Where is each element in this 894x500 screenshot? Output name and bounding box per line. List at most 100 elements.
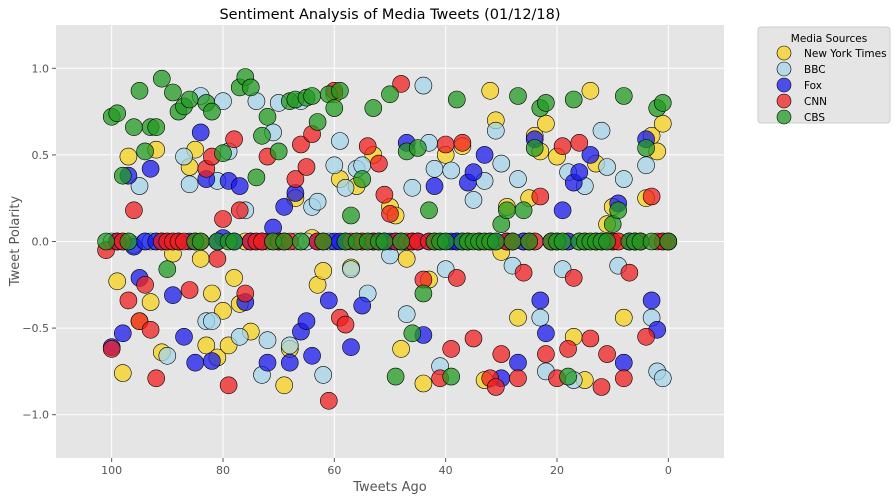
- point-fox: [280, 353, 299, 372]
- point-new-york-times: [191, 249, 210, 268]
- point-cbs: [130, 82, 149, 100]
- point-cbs: [659, 232, 678, 251]
- point-cnn: [214, 210, 232, 228]
- point-cbs: [314, 232, 333, 251]
- point-cnn: [559, 340, 577, 358]
- point-cbs: [247, 168, 266, 187]
- point-bbc: [314, 366, 333, 384]
- point-cnn: [297, 158, 316, 176]
- y-axis-label: Tweet Polarity: [8, 196, 23, 288]
- point-fox: [342, 338, 360, 357]
- x-tick-label: 80: [216, 464, 230, 477]
- point-fox: [141, 160, 160, 178]
- point-cbs: [375, 232, 394, 251]
- point-fox: [570, 163, 589, 181]
- x-tick-label: 40: [439, 464, 453, 477]
- point-cbs: [147, 118, 165, 136]
- point-cbs: [153, 69, 171, 88]
- point-cnn: [531, 187, 550, 206]
- point-cbs: [136, 142, 154, 161]
- x-axis-label: Tweets Ago: [352, 480, 427, 495]
- point-cbs: [447, 90, 466, 109]
- point-fox: [175, 327, 193, 346]
- data-points: [97, 68, 678, 410]
- point-cbs: [420, 201, 438, 220]
- point-cnn: [292, 135, 310, 154]
- point-cnn: [358, 137, 377, 155]
- point-bbc: [492, 154, 511, 173]
- legend-label-cnn: CNN: [804, 96, 827, 108]
- point-bbc: [308, 192, 327, 211]
- point-fox: [114, 324, 132, 343]
- point-cbs: [258, 108, 277, 126]
- point-cnn: [537, 345, 555, 363]
- point-cnn: [147, 369, 165, 388]
- point-cnn: [570, 134, 589, 152]
- point-fox: [186, 353, 204, 372]
- legend-marker-bbc: [776, 61, 792, 77]
- point-cnn: [514, 263, 533, 282]
- point-cnn: [486, 378, 505, 396]
- point-new-york-times: [108, 272, 126, 291]
- point-cbs: [180, 90, 199, 109]
- point-cbs: [514, 201, 533, 220]
- point-bbc: [342, 260, 360, 279]
- point-fox: [509, 353, 527, 372]
- point-cnn: [125, 201, 143, 220]
- point-bbc: [325, 156, 344, 175]
- y-tick-label: 0.0: [32, 236, 50, 249]
- point-cbs: [325, 99, 344, 117]
- point-cnn: [553, 137, 572, 155]
- point-cbs: [191, 232, 210, 251]
- point-bbc: [414, 76, 433, 95]
- point-bbc: [203, 312, 221, 331]
- point-fox: [230, 177, 249, 195]
- point-cnn: [180, 281, 199, 299]
- point-cbs: [125, 118, 143, 136]
- point-cbs: [609, 201, 628, 220]
- legend: Media Sources New York Times BBC Fox CNN CBS: [757, 26, 891, 125]
- point-new-york-times: [481, 82, 500, 100]
- point-bbc: [175, 147, 193, 166]
- point-bbc: [158, 346, 177, 365]
- point-bbc: [130, 177, 149, 195]
- y-axis-ticks: 1.0 0.5 0.0 −0.5 −1.0: [22, 62, 56, 422]
- point-cbs: [242, 78, 260, 97]
- point-bbc: [531, 308, 550, 327]
- point-cnn: [208, 249, 227, 268]
- point-bbc: [336, 179, 355, 197]
- point-cnn: [336, 315, 355, 334]
- point-cbs: [303, 87, 321, 105]
- legend-marker-cnn: [776, 93, 792, 109]
- point-new-york-times: [581, 82, 600, 100]
- point-cbs: [436, 232, 455, 251]
- point-new-york-times: [114, 364, 132, 382]
- point-cnn: [225, 130, 243, 149]
- legend-items: New York Times BBC Fox CNN CBS: [776, 45, 887, 125]
- point-cbs: [253, 127, 271, 145]
- legend-label-fox: Fox: [804, 80, 822, 92]
- point-fox: [297, 312, 316, 331]
- point-fox: [553, 201, 572, 220]
- point-cbs: [525, 139, 544, 157]
- point-cnn: [392, 75, 410, 93]
- point-cbs: [392, 232, 410, 251]
- point-new-york-times: [197, 336, 216, 355]
- series-cbs: [97, 68, 678, 386]
- legend-label-new-york-times: New York Times: [804, 48, 887, 60]
- point-cnn: [614, 369, 633, 388]
- point-bbc: [230, 327, 249, 346]
- point-cnn: [620, 263, 639, 282]
- point-new-york-times: [614, 308, 633, 327]
- point-bbc: [509, 170, 527, 188]
- point-cbs: [564, 90, 583, 109]
- point-cbs: [442, 367, 461, 386]
- point-cbs: [353, 170, 372, 188]
- y-tick-label: 1.0: [32, 62, 50, 75]
- legend-label-bbc: BBC: [804, 64, 826, 76]
- point-fox: [531, 291, 550, 310]
- point-bbc: [442, 161, 461, 180]
- x-tick-label: 100: [101, 464, 122, 477]
- point-cbs: [403, 324, 422, 343]
- point-cnn: [119, 291, 138, 310]
